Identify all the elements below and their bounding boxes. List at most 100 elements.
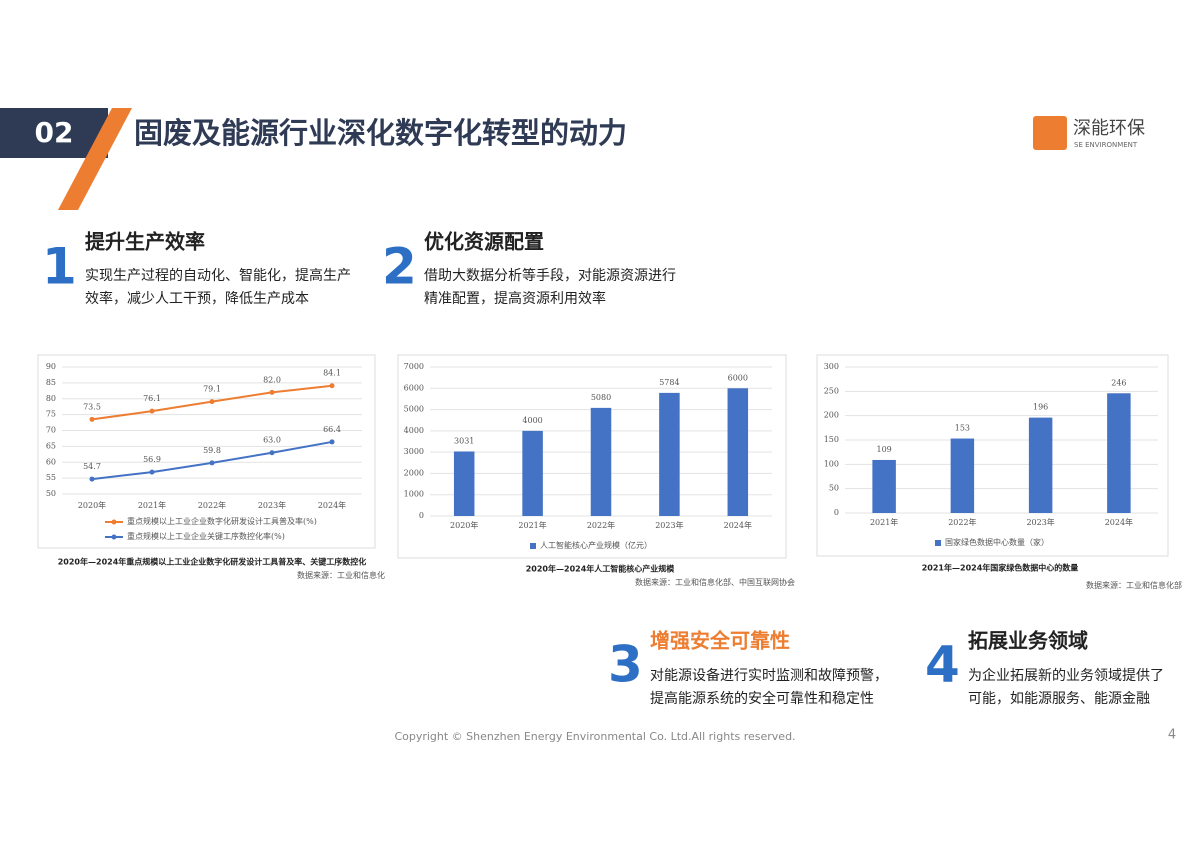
point-title: 提升生产效率 [85,230,205,254]
data-label: 63.0 [263,436,281,445]
data-label: 59.8 [203,446,221,455]
section-number: 02 [35,116,74,149]
logo-text: 深能环保 [1073,118,1145,139]
legend-label: 重点规模以上工业企业关键工序数控化率(%) [127,531,285,541]
legend-label: 国家绿色数据中心数量（家） [945,537,1049,547]
x-tick-label: 2024年 [318,500,346,510]
chart-caption: 2021年—2024年国家绿色数据中心的数量 [922,563,1079,573]
data-label: 79.1 [203,385,221,394]
point-number: 1 [42,238,77,296]
data-label: 5080 [591,393,611,402]
x-tick-label: 2021年 [138,500,166,510]
marker [209,460,215,466]
x-tick-label: 2023年 [1026,517,1054,527]
point-desc: 提高能源系统的安全可靠性和稳定性 [650,690,874,707]
y-tick-label: 85 [46,378,56,387]
y-tick-label: 7000 [404,362,424,371]
point-title: 优化资源配置 [424,230,544,254]
y-tick-label: 300 [824,362,839,371]
legend-label: 重点规模以上工业企业数字化研发设计工具普及率(%) [127,516,317,526]
x-tick-label: 2021年 [518,520,546,530]
slide-title: 固废及能源行业深化数字化转型的动力 [134,116,627,150]
logo-icon [1033,116,1067,150]
point-desc: 可能，如能源服务、能源金融 [968,691,1150,707]
data-label: 84.1 [323,369,341,378]
data-label: 56.9 [143,455,161,464]
data-label: 82.0 [263,375,281,384]
bar [950,438,975,513]
chart-caption: 2020年—2024年人工智能核心产业规模 [526,564,676,574]
point-title: 增强安全可靠性 [650,629,790,653]
marker [329,439,335,445]
point-desc: 借助大数据分析等手段，对能源资源进行 [424,267,676,284]
point-title: 拓展业务领域 [968,629,1088,653]
data-label: 246 [1111,378,1126,387]
y-tick-label: 100 [824,459,839,468]
y-tick-label: 90 [46,362,56,371]
point-number: 4 [925,636,960,694]
chart-caption: 2020年—2024年重点规模以上工业企业数字化研发设计工具普及率、关键工序数控… [58,557,367,567]
point-desc: 对能源设备进行实时监测和故障预警， [650,667,888,684]
bar [1028,417,1053,513]
y-tick-label: 150 [824,435,839,444]
chart-source: 数据来源：工业和信息化部 [1086,580,1182,590]
marker [149,408,155,414]
y-tick-label: 60 [46,457,56,466]
slash [58,108,132,210]
data-label: 196 [1033,403,1048,412]
y-tick-label: 55 [46,473,56,482]
bar [522,430,543,516]
legend-marker [111,519,117,525]
marker [269,389,275,395]
point-desc: 精准配置，提高资源利用效率 [424,290,606,307]
marker [329,383,335,389]
data-label: 4000 [522,416,542,425]
data-label: 3031 [454,436,474,445]
y-tick-label: 1000 [404,490,424,499]
bar [727,388,749,516]
bar [659,392,680,516]
legend-swatch [530,543,536,549]
x-tick-label: 2023年 [258,500,286,510]
point-desc: 为企业拓展新的业务领域提供了 [968,667,1164,684]
data-label: 73.5 [83,402,101,411]
bar [872,459,896,513]
y-tick-label: 5000 [404,405,424,414]
data-label: 54.7 [83,462,101,471]
y-tick-label: 250 [824,386,839,395]
legend-marker [111,534,117,540]
y-tick-label: 3000 [404,447,424,456]
x-tick-label: 2020年 [78,500,106,510]
marker [209,399,215,405]
point-desc: 效率，减少人工干预，降低生产成本 [85,290,309,307]
y-tick-label: 6000 [404,383,424,392]
chart-source: 数据来源：工业和信息化部、中国互联网协会 [635,577,795,587]
x-tick-label: 2020年 [450,520,478,530]
y-tick-label: 0 [834,508,839,517]
data-label: 153 [955,424,970,433]
bar [590,407,612,516]
legend-swatch [935,540,941,546]
y-tick-label: 0 [419,511,424,520]
y-tick-label: 70 [46,426,56,435]
x-tick-label: 2022年 [198,500,226,510]
y-tick-label: 4000 [404,426,424,435]
y-tick-label: 2000 [404,468,424,477]
data-label: 76.1 [143,394,161,403]
data-label: 66.4 [323,425,341,434]
x-tick-label: 2024年 [724,520,752,530]
marker [269,450,275,456]
y-tick-label: 75 [46,410,56,419]
marker [149,469,155,475]
y-tick-label: 80 [46,394,56,403]
bar [1107,393,1131,513]
y-tick-label: 65 [46,441,56,450]
point-number: 3 [608,636,643,694]
data-label: 109 [876,445,891,454]
data-label: 6000 [728,373,748,382]
point-number: 2 [382,238,417,296]
legend-label: 人工智能核心产业规模（亿元） [540,540,652,550]
x-tick-label: 2021年 [870,517,898,527]
